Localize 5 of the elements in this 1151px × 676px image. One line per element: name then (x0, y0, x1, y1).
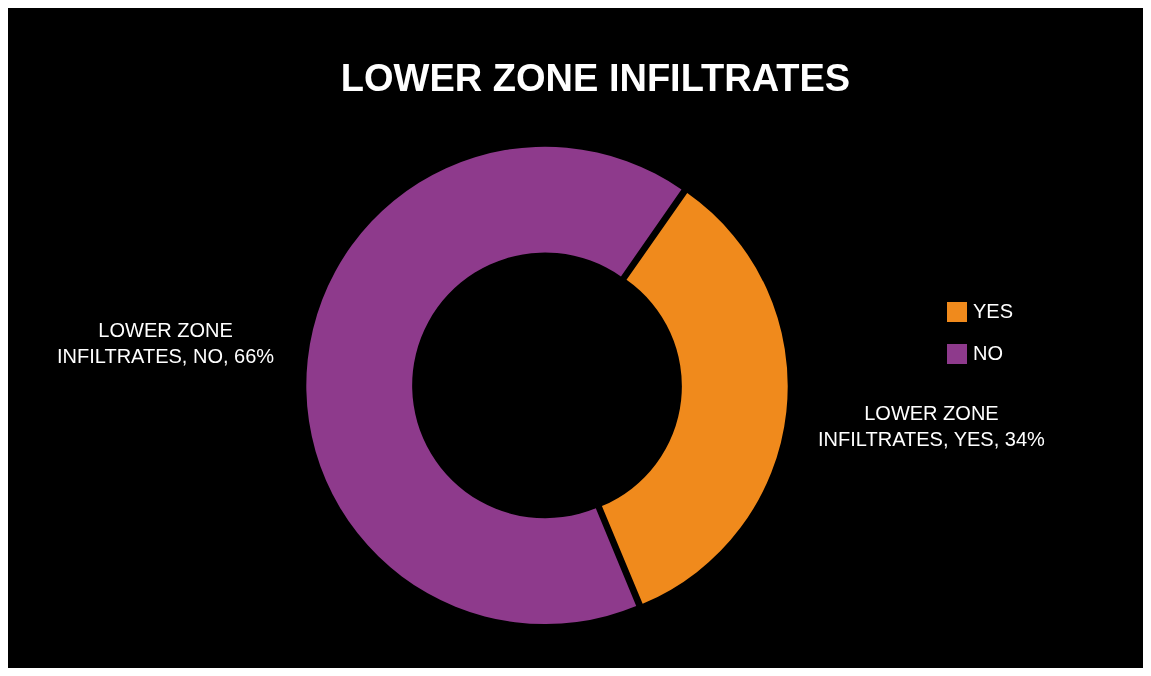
data-label: LOWER ZONE INFILTRATES, NO, 66% (57, 318, 275, 367)
chart-title: LOWER ZONE INFILTRATES (340, 57, 851, 100)
data-label: LOWER ZONE INFILTRATES, YES, 34% (818, 401, 1046, 450)
legend-label: YES (972, 299, 1014, 322)
legend-label: NO (972, 341, 1003, 364)
